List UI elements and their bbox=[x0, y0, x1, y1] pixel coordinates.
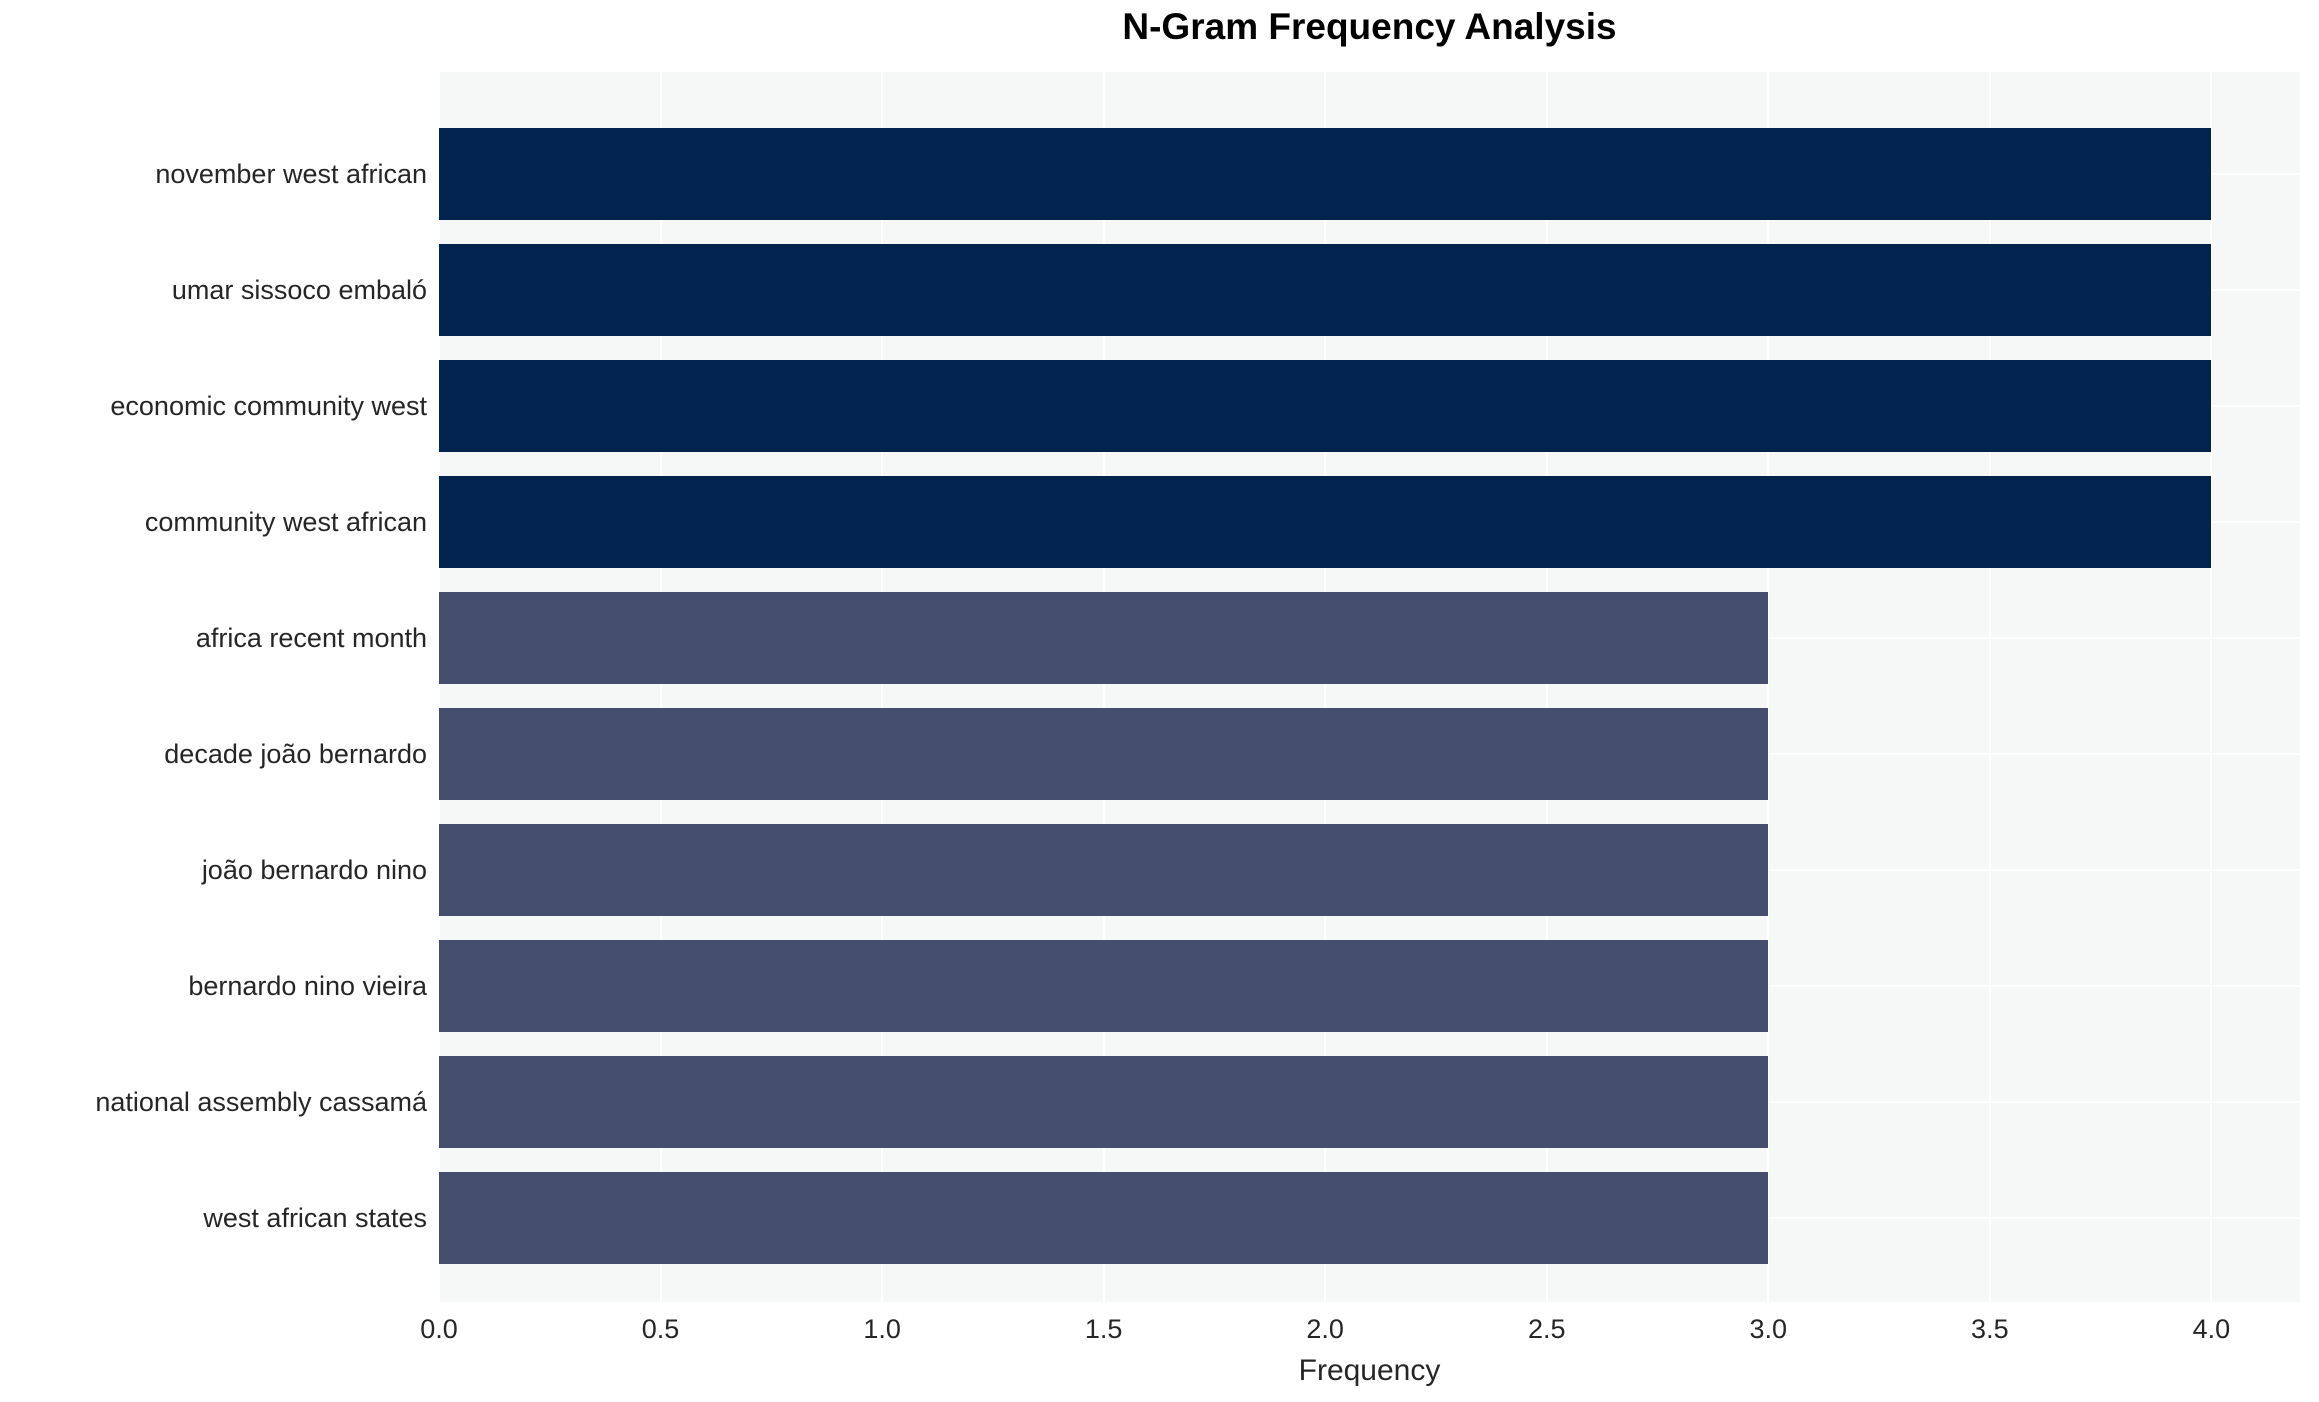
vertical-gridline bbox=[438, 72, 440, 1302]
frequency-bar bbox=[439, 940, 1769, 1032]
category-label: bernardo nino vieira bbox=[188, 970, 427, 1001]
vertical-gridline bbox=[2210, 72, 2213, 1302]
category-label: joão bernardo nino bbox=[201, 854, 427, 885]
bar-row bbox=[439, 928, 2300, 1044]
frequency-bar bbox=[439, 128, 2212, 220]
x-tick-label: 2.0 bbox=[1306, 1314, 1344, 1344]
category-axis-labels: november west african umar sissoco embaló… bbox=[0, 116, 427, 1276]
bar-row bbox=[439, 464, 2300, 580]
bar-rows bbox=[439, 116, 2300, 1276]
x-tick-label: 1.0 bbox=[863, 1314, 901, 1344]
category-label: november west african bbox=[155, 158, 427, 189]
vertical-gridline bbox=[1988, 72, 1991, 1302]
category-label: west african states bbox=[203, 1202, 427, 1233]
chart-title: N-Gram Frequency Analysis bbox=[1122, 6, 1617, 47]
category-label: decade joão bernardo bbox=[164, 738, 427, 769]
bar-row bbox=[439, 348, 2300, 464]
frequency-bar bbox=[439, 824, 1769, 916]
x-axis-label: Frequency bbox=[1298, 1354, 1441, 1387]
vertical-gridline bbox=[659, 72, 662, 1302]
frequency-bar bbox=[439, 708, 1769, 800]
x-axis-ticks: 0.0 0.5 1.0 1.5 2.0 2.5 3.0 3.5 4.0 bbox=[420, 1314, 2300, 1350]
x-tick-label: 2.5 bbox=[1527, 1314, 1566, 1344]
category-label: africa recent month bbox=[195, 622, 427, 653]
bar-row bbox=[439, 1160, 2300, 1276]
frequency-bar bbox=[439, 1056, 1769, 1148]
x-tick-label: 3.0 bbox=[1749, 1314, 1788, 1344]
x-tick-label: 4.0 bbox=[2192, 1314, 2231, 1344]
category-label: national assembly cassamá bbox=[95, 1086, 427, 1117]
bar-row bbox=[439, 580, 2300, 696]
vertical-gridline bbox=[1767, 72, 1770, 1302]
bar-row bbox=[439, 696, 2300, 812]
vertical-gridline bbox=[1324, 72, 1327, 1302]
vertical-gridline bbox=[1102, 72, 1105, 1302]
x-tick-label: 1.5 bbox=[1084, 1314, 1123, 1344]
category-label: community west african bbox=[144, 506, 427, 537]
plot-area bbox=[438, 72, 2300, 1302]
category-label: umar sissoco embaló bbox=[171, 274, 427, 305]
frequency-bar bbox=[439, 476, 2212, 568]
category-label: economic community west bbox=[110, 390, 427, 421]
vertical-gridline bbox=[1545, 72, 1548, 1302]
x-tick-label: 0.5 bbox=[641, 1314, 680, 1344]
x-tick-label: 0.0 bbox=[420, 1314, 458, 1344]
frequency-bar bbox=[439, 1172, 1769, 1264]
bar-row bbox=[439, 1044, 2300, 1160]
vertical-gridline bbox=[881, 72, 884, 1302]
x-tick-label: 3.5 bbox=[1971, 1314, 2009, 1344]
bar-row bbox=[439, 232, 2300, 348]
frequency-bar bbox=[439, 360, 2212, 452]
bar-row bbox=[439, 116, 2300, 232]
bar-row bbox=[439, 812, 2300, 928]
frequency-bar bbox=[439, 592, 1769, 684]
frequency-bar bbox=[439, 244, 2212, 336]
